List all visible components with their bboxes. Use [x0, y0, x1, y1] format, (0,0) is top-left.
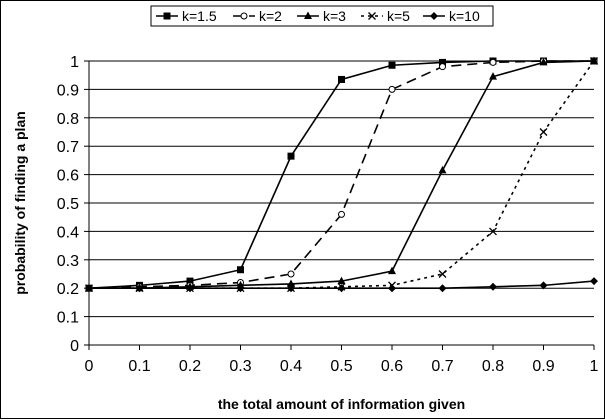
x-tick-label: 0.2 — [179, 358, 201, 375]
data-point — [337, 276, 346, 285]
y-axis-title: probability of finding a plan — [12, 111, 28, 295]
series-k-3 — [85, 56, 598, 292]
legend-marker — [163, 12, 171, 20]
legend-item: k=1.5 — [156, 8, 217, 24]
x-tick-label: 0.5 — [330, 358, 352, 375]
legend-label: k=2 — [259, 8, 282, 24]
data-point — [388, 266, 396, 275]
data-point — [338, 210, 345, 218]
data-point — [388, 61, 396, 69]
data-point — [590, 57, 598, 65]
data-point — [489, 72, 497, 80]
x-tick-label: 0.7 — [431, 358, 453, 375]
axes: 0 0.1 0.2 0.3 0.4 0.5 0.6 0.7 0.8 0.9 1 0 0.1 0.2 0.3 0… — [57, 54, 599, 375]
legend-marker — [304, 11, 312, 19]
data-point — [186, 284, 194, 293]
data-point — [439, 58, 446, 66]
marker-stroke — [489, 227, 497, 236]
legend-box — [150, 5, 494, 27]
marker-stroke — [438, 270, 447, 278]
legend-label: k=10 — [449, 8, 480, 24]
marker-stroke — [368, 12, 376, 20]
data-point — [539, 281, 548, 290]
data-point — [489, 58, 497, 66]
data-point — [287, 279, 295, 287]
y-tick-label: 1 — [70, 54, 79, 71]
y-tick-label: 0.7 — [57, 139, 79, 156]
x-tick-label: 0.9 — [532, 358, 554, 375]
y-tick-label: 0.1 — [57, 310, 79, 327]
legend-item: k=2 — [233, 8, 282, 24]
x-tick-label: 1 — [590, 358, 599, 375]
data-point — [438, 165, 447, 174]
legend-marker — [430, 12, 438, 20]
legend-label: k=3 — [323, 8, 346, 24]
data-point — [287, 152, 295, 160]
x-tick-label: 0.1 — [128, 358, 150, 375]
series-k-10 — [85, 277, 598, 293]
y-tick-label: 0.6 — [57, 168, 79, 185]
y-tick-label: 0.4 — [57, 224, 79, 241]
data-point — [135, 284, 144, 293]
legend-marker — [368, 12, 376, 20]
y-tick-label: 0.9 — [57, 82, 79, 99]
data-point — [590, 277, 598, 286]
y-tick-label: 0 — [70, 338, 79, 355]
y-tick-label: 0.5 — [57, 196, 79, 213]
legend: k=1.5 k=2 k=3 k=5 k=10 — [150, 5, 494, 27]
marker-stroke — [590, 57, 598, 65]
data-point — [287, 284, 295, 293]
data-point — [489, 227, 497, 236]
data-point — [287, 270, 295, 278]
y-tick-label: 0.3 — [57, 253, 79, 270]
data-point — [237, 266, 244, 274]
data-point — [85, 284, 93, 293]
data-point — [489, 282, 497, 291]
x-tick-label: 0 — [85, 358, 94, 375]
data-point — [438, 270, 447, 278]
data-point — [539, 57, 548, 66]
data-point — [438, 284, 447, 293]
y-tick-label: 0.2 — [57, 281, 79, 298]
x-tick-label: 0.3 — [229, 358, 251, 375]
x-tick-label: 0.4 — [280, 358, 302, 375]
data-point — [388, 85, 396, 93]
data-point — [338, 75, 345, 83]
data-point — [539, 128, 548, 136]
x-axis-title: the total amount of information given — [218, 396, 465, 412]
legend-item: k=5 — [361, 8, 410, 24]
legend-label: k=5 — [387, 8, 410, 24]
data-point — [337, 284, 346, 293]
data-point — [388, 284, 396, 293]
y-tick-label: 0.8 — [57, 111, 79, 128]
legend-marker — [240, 12, 248, 20]
data-point — [439, 63, 446, 71]
data-point — [236, 284, 245, 293]
legend-item: k=10 — [423, 8, 480, 24]
x-tick-label: 0.8 — [482, 358, 504, 375]
marker-stroke — [539, 128, 548, 136]
legend-item: k=3 — [297, 8, 346, 24]
data-point — [186, 277, 194, 285]
data-series — [85, 56, 598, 293]
x-tick-label: 0.6 — [381, 358, 403, 375]
legend-label: k=1.5 — [182, 8, 217, 24]
